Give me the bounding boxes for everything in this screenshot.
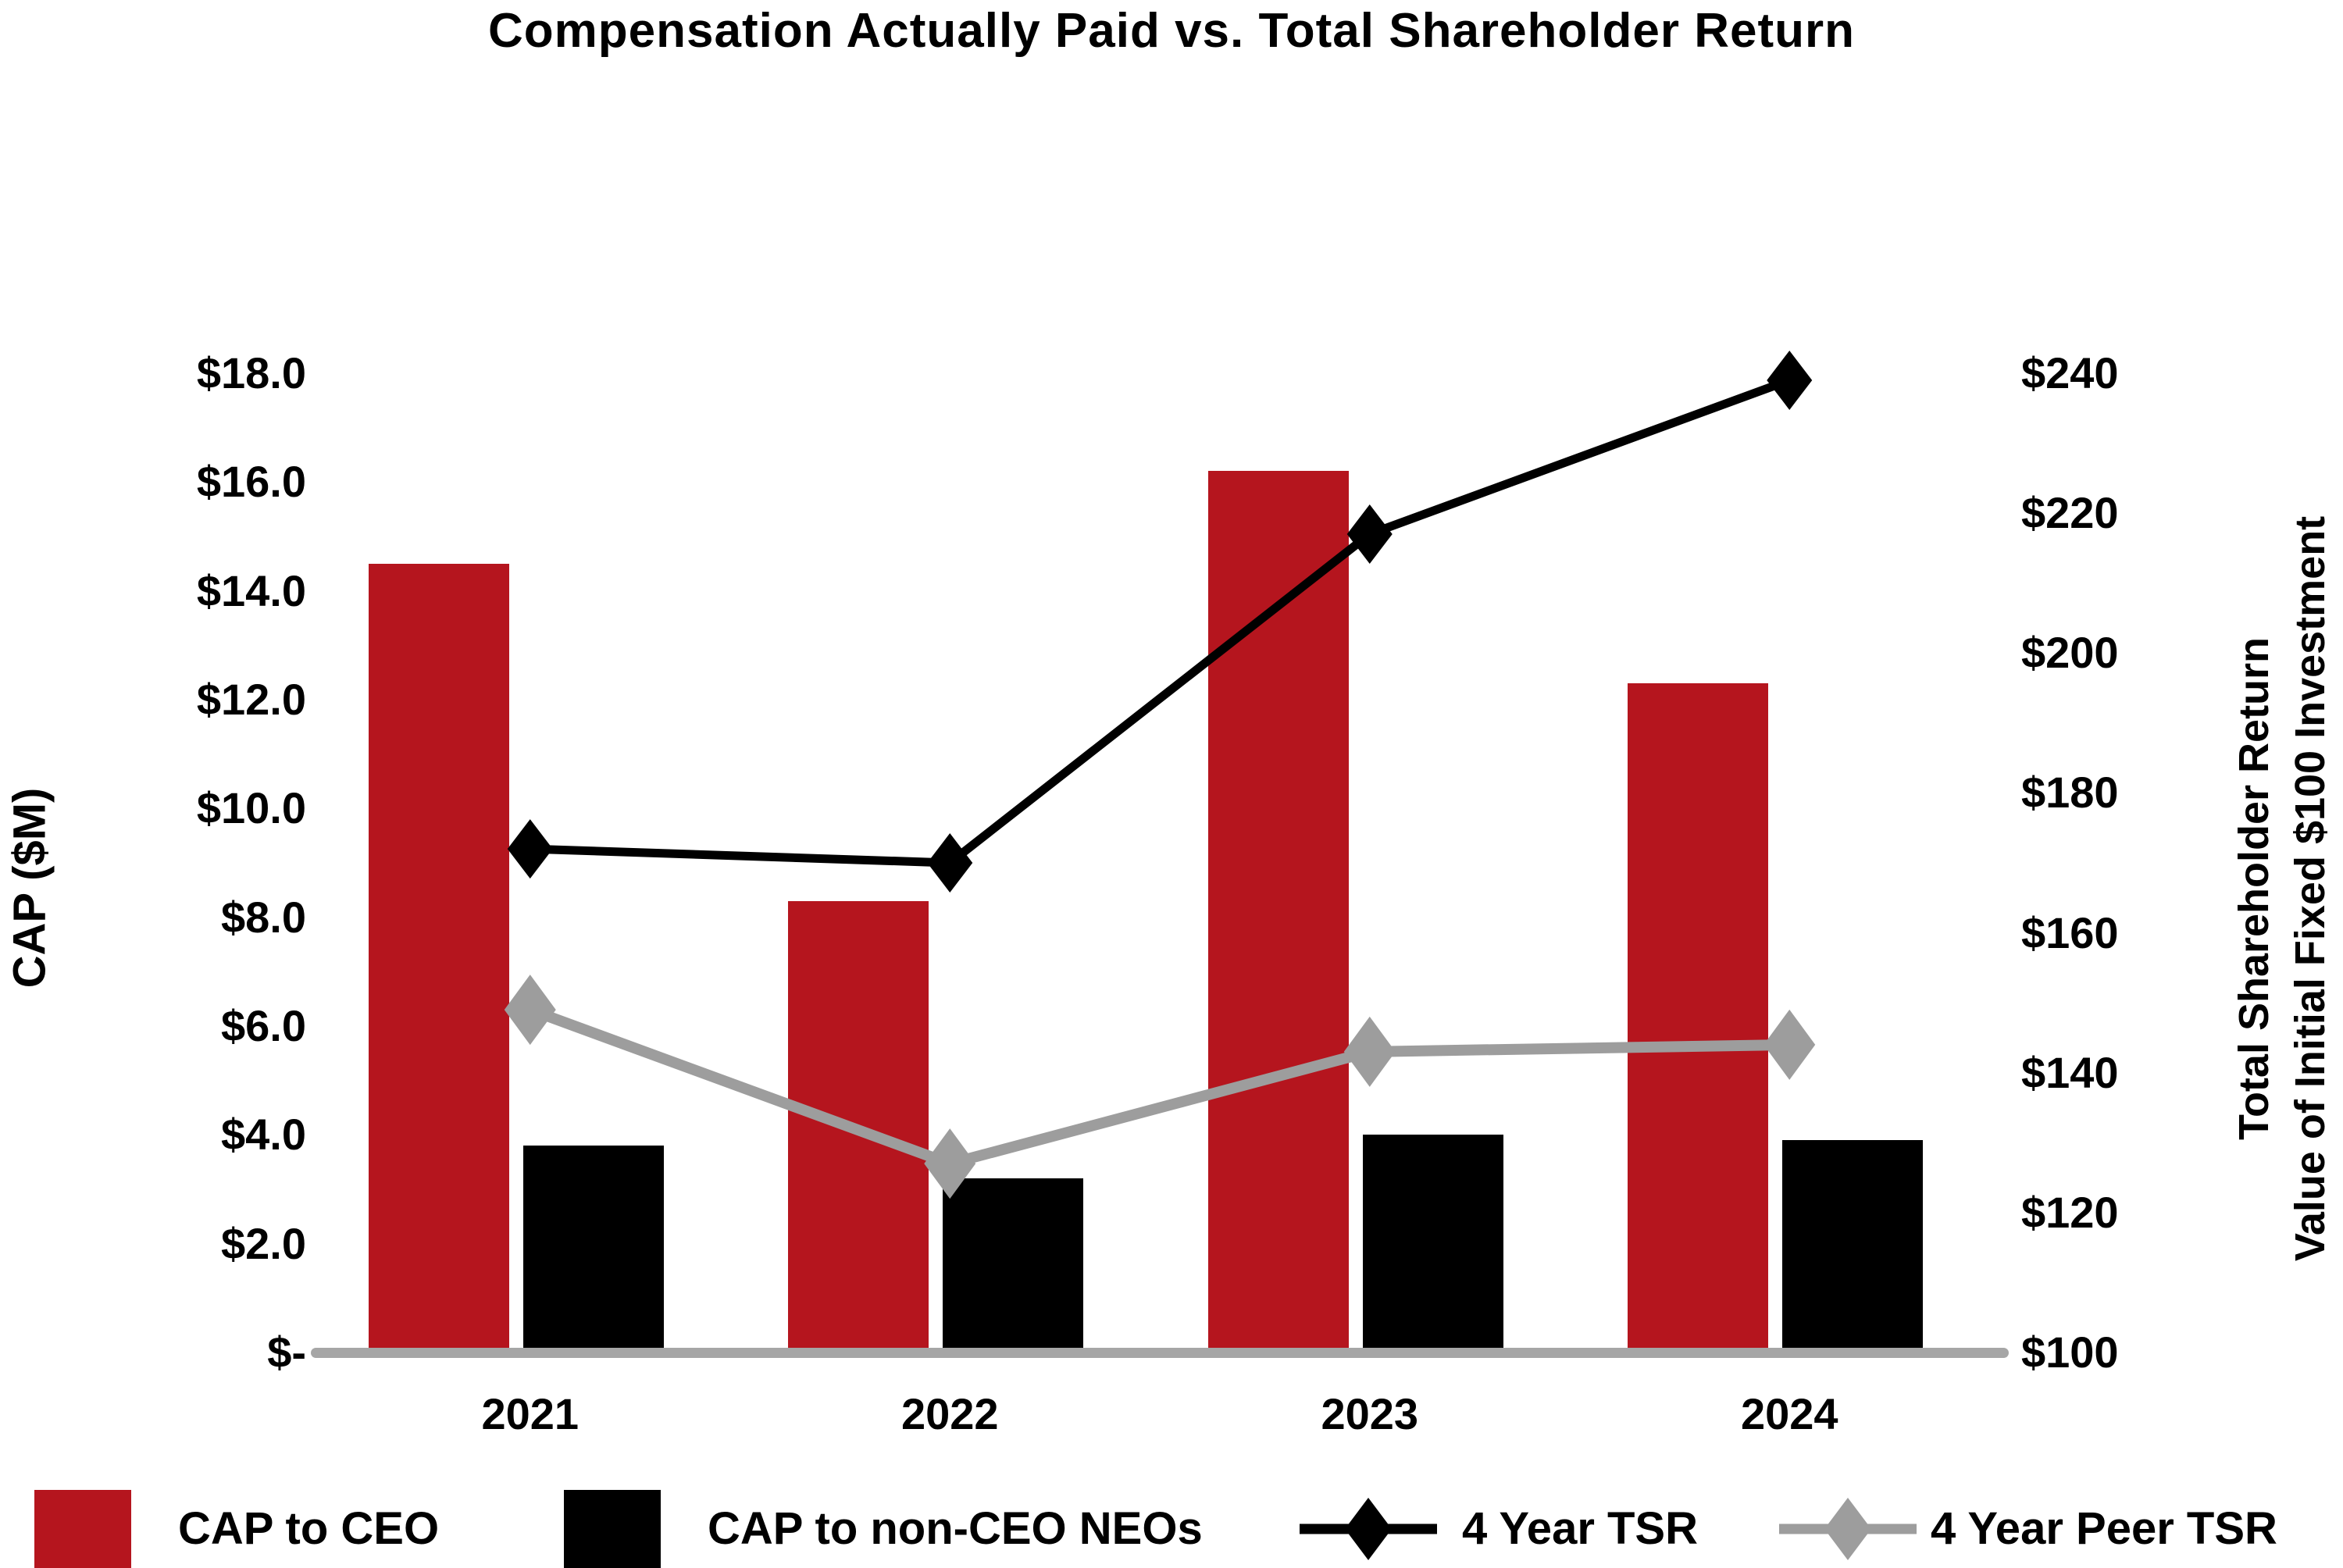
- right-axis-tick-label: $240: [2021, 348, 2119, 397]
- right-axis-tick-label: $220: [2021, 488, 2119, 538]
- peer-tsr-line: [528, 1004, 1790, 1170]
- bar-cap-to-non-ceo-neos-2023: [1362, 1135, 1503, 1352]
- legend-swatch-cap-to-ceo: [34, 1490, 131, 1568]
- chart-title: Compensation Actually Paid vs. Total Sha…: [488, 4, 1855, 58]
- x-axis-label-2023: 2023: [1321, 1389, 1419, 1438]
- peer-tsr-marker-2023: [1343, 1016, 1396, 1087]
- x-axis-label-2021: 2021: [481, 1389, 580, 1438]
- legend-swatch-cap-to-non-ceo-neos: [564, 1490, 661, 1568]
- right-axis-tick-label: $140: [2021, 1047, 2119, 1097]
- legend-label-cap-to-non-ceo-neos: CAP to non-CEO NEOs: [708, 1503, 1203, 1554]
- legend: CAP to CEO CAP to non-CEO NEOs 4 Year TSR 4…: [0, 1484, 2343, 1568]
- legend-label-4-year-peer-tsr: 4 Year Peer TSR: [1931, 1503, 2277, 1554]
- tsr-marker-2021: [507, 819, 553, 879]
- left-axis-tick-label: $2.0: [221, 1218, 306, 1268]
- tsr-marker-2022: [927, 833, 973, 893]
- left-axis-tick-label: $16.0: [196, 457, 306, 507]
- right-axis-tick-label: $100: [2021, 1327, 2119, 1377]
- bar-cap-to-ceo-2023: [1207, 471, 1349, 1352]
- right-axis-tick-label: $160: [2021, 907, 2119, 957]
- peer-tsr-marker-2022: [924, 1128, 976, 1199]
- left-axis-tick-label: $10.0: [196, 783, 306, 833]
- left-axis-tick-label: $6.0: [221, 1001, 306, 1050]
- tsr-marker-2024: [1767, 350, 1813, 410]
- x-axis-baseline: [311, 1348, 2009, 1358]
- left-axis-tick-label: $18.0: [196, 348, 306, 397]
- tsr-marker-2023: [1346, 504, 1393, 565]
- legend-label-4-year-tsr: 4 Year TSR: [1462, 1503, 1699, 1554]
- right-axis-tick-label: $180: [2021, 768, 2119, 818]
- bar-cap-to-ceo-2024: [1628, 683, 1769, 1352]
- left-axis-tick-label: $4.0: [221, 1110, 306, 1160]
- left-axis-tick-label: $12.0: [196, 675, 306, 724]
- right-axis-tick-label: $120: [2021, 1187, 2119, 1237]
- legend-label-cap-to-ceo: CAP to CEO: [178, 1503, 440, 1554]
- legend-marker-4-year-tsr: [1300, 1498, 1437, 1560]
- right-axis-tick-label: $200: [2021, 628, 2119, 678]
- left-axis-tick-label: $14.0: [196, 565, 306, 615]
- bar-cap-to-non-ceo-neos-2024: [1782, 1140, 1924, 1352]
- bar-cap-to-non-ceo-neos-2022: [943, 1178, 1084, 1352]
- bar-cap-to-ceo-2021: [368, 563, 509, 1352]
- peer-tsr-marker-2024: [1763, 1009, 1816, 1080]
- tsr-line: [530, 376, 1792, 868]
- left-axis-tick-label: $-: [267, 1327, 306, 1377]
- x-axis-label-2022: 2022: [900, 1389, 999, 1438]
- peer-tsr-marker-2021: [504, 975, 556, 1046]
- legend-marker-4-year-peer-tsr: [1779, 1498, 1917, 1560]
- bar-cap-to-non-ceo-neos-2021: [522, 1146, 664, 1352]
- x-axis-label-2024: 2024: [1740, 1389, 1838, 1438]
- left-axis-tick-label: $8.0: [221, 892, 306, 942]
